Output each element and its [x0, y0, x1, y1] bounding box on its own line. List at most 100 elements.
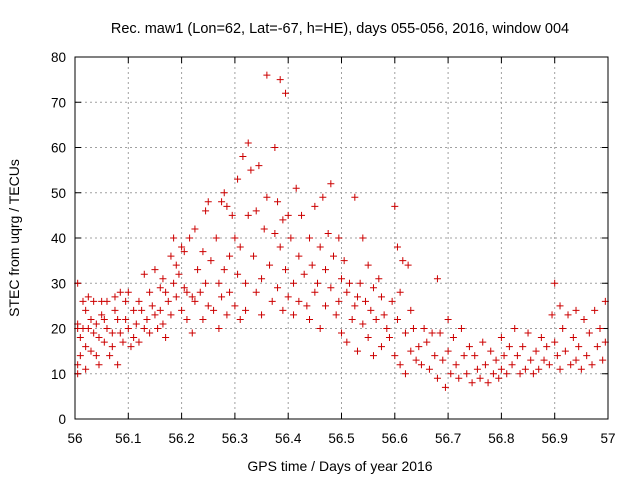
data-point: [167, 252, 175, 260]
data-point: [220, 266, 228, 274]
data-point: [540, 356, 548, 364]
data-point: [223, 311, 231, 319]
data-point: [311, 288, 319, 296]
data-point: [100, 315, 108, 323]
data-point: [199, 248, 207, 256]
data-point: [447, 370, 455, 378]
data-point: [588, 361, 596, 369]
data-point: [284, 211, 292, 219]
data-point: [324, 229, 332, 237]
data-point: [404, 261, 412, 269]
data-point: [135, 297, 143, 305]
data-point: [479, 338, 487, 346]
data-point: [274, 284, 282, 292]
y-tick-label: 60: [51, 141, 66, 156]
data-point: [290, 311, 298, 319]
x-tick-label: 56.8: [488, 431, 514, 446]
data-point: [119, 338, 127, 346]
data-point: [108, 343, 116, 351]
data-point: [308, 261, 316, 269]
data-point: [231, 234, 239, 242]
data-point: [452, 361, 460, 369]
data-point: [495, 374, 503, 382]
data-point: [194, 266, 202, 274]
data-point: [471, 352, 479, 360]
data-point: [164, 297, 172, 305]
data-point: [82, 306, 90, 314]
data-point: [388, 297, 396, 305]
data-point: [116, 288, 124, 296]
data-point: [186, 234, 194, 242]
data-point: [180, 248, 188, 256]
data-point: [90, 297, 98, 305]
data-point: [95, 334, 103, 342]
data-point: [263, 193, 271, 201]
data-point: [497, 334, 505, 342]
data-point: [316, 325, 324, 332]
data-point: [87, 347, 95, 355]
data-point: [481, 361, 489, 369]
data-point: [242, 306, 250, 314]
data-point: [591, 306, 599, 314]
data-point: [207, 257, 215, 265]
y-tick-label: 40: [51, 231, 66, 246]
data-point: [290, 279, 298, 287]
data-point: [247, 166, 255, 174]
data-point: [282, 266, 290, 274]
data-point: [401, 370, 409, 378]
data-point: [103, 325, 111, 332]
data-point: [433, 374, 441, 382]
data-point: [545, 361, 553, 369]
data-point: [361, 297, 369, 305]
data-point: [359, 234, 367, 242]
data-point: [417, 361, 425, 369]
data-point: [204, 302, 212, 310]
data-point: [242, 279, 250, 287]
data-point: [356, 279, 364, 287]
data-point: [140, 325, 148, 332]
data-point: [532, 347, 540, 355]
data-point: [140, 270, 148, 278]
data-point: [188, 329, 196, 337]
data-point: [266, 261, 274, 269]
data-point: [159, 275, 167, 283]
y-tick-label: 80: [51, 50, 66, 65]
data-point: [575, 343, 583, 351]
data-point: [593, 343, 601, 351]
data-point: [106, 352, 114, 360]
data-point: [295, 252, 303, 260]
y-axis-label: STEC from uqrg / TECUs: [6, 159, 22, 317]
data-point: [79, 297, 87, 305]
y-tick-label: 20: [51, 322, 66, 337]
data-point: [151, 311, 159, 319]
data-point: [250, 252, 258, 260]
data-point: [332, 311, 340, 319]
data-point: [271, 229, 279, 237]
data-point: [295, 297, 303, 305]
y-tick-label: 70: [51, 95, 66, 110]
data-point: [274, 198, 282, 206]
data-point: [393, 315, 401, 323]
data-point: [583, 352, 591, 360]
data-point: [401, 329, 409, 337]
data-point: [463, 370, 471, 378]
data-point: [239, 153, 247, 161]
data-point: [441, 383, 449, 391]
data-point: [322, 266, 330, 274]
data-point: [167, 311, 175, 319]
data-point: [449, 334, 457, 342]
data-point: [284, 293, 292, 301]
data-point: [436, 329, 444, 337]
data-point: [377, 343, 385, 351]
data-point: [327, 180, 335, 188]
data-point: [439, 356, 447, 364]
data-point: [156, 306, 164, 314]
data-point: [263, 71, 271, 79]
data-point: [484, 379, 492, 387]
data-point: [234, 270, 242, 278]
data-point: [95, 361, 103, 369]
data-point: [396, 288, 404, 296]
data-point: [210, 306, 218, 314]
data-point: [183, 288, 191, 296]
data-point: [244, 211, 252, 219]
